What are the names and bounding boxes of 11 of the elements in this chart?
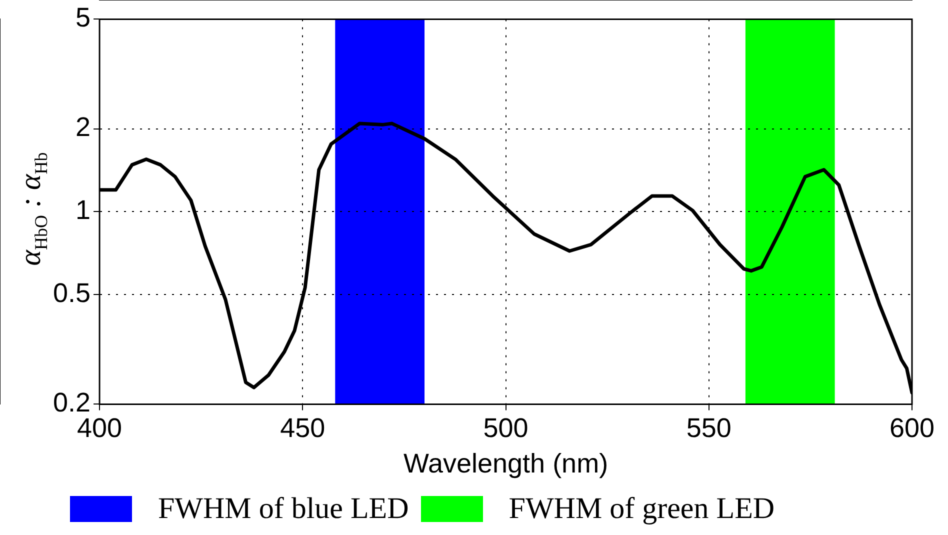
x-tick-label: 550 <box>686 412 732 443</box>
y-tick-label: 0.5 <box>52 278 91 308</box>
y-tick-label: 5 <box>76 2 91 33</box>
y-tick-label: 1 <box>76 195 91 226</box>
legend-label: FWHM of green LED <box>508 492 775 526</box>
y-tick-label: 2 <box>76 112 91 142</box>
x-tick-label: 450 <box>280 412 326 443</box>
x-tick-label: 500 <box>483 412 528 443</box>
x-axis-title: Wavelength (nm) <box>403 448 608 478</box>
x-tick-label: 600 <box>889 412 935 443</box>
legend-label: FWHM of blue LED <box>158 492 409 526</box>
